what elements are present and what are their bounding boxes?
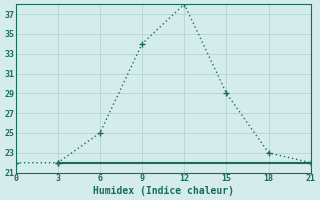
X-axis label: Humidex (Indice chaleur): Humidex (Indice chaleur): [93, 186, 234, 196]
